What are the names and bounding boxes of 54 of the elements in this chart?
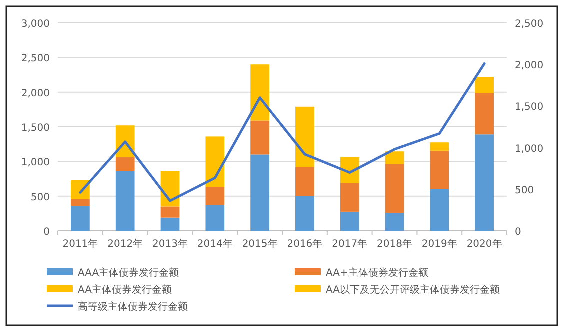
legend-label: AA+主体债券发行金额: [326, 267, 428, 279]
legend-label: AAA主体债券发行金额: [78, 267, 180, 279]
bar: [385, 212, 404, 231]
bar: [250, 154, 270, 231]
bar: [206, 205, 225, 231]
y-tick-label: 1,500: [21, 123, 50, 134]
y2-tick-label: 0: [515, 227, 522, 238]
x-tick-label: 2011年: [62, 238, 98, 250]
x-tick-label: 2013年: [152, 238, 188, 250]
y-tick-label: 500: [30, 192, 50, 204]
bar: [296, 106, 314, 168]
bar: [385, 152, 404, 164]
x-tick-label: 2015年: [242, 238, 278, 250]
y-tick-label: 0: [44, 227, 50, 238]
bar: [250, 120, 270, 155]
y-tick-label: 2,000: [21, 88, 50, 100]
bar: [475, 134, 494, 231]
bar: [250, 64, 270, 121]
x-tick-label: 2012年: [108, 238, 144, 250]
bar: [340, 183, 360, 212]
x-tick-label: 2018年: [377, 238, 412, 250]
legend-label: 高等级主体债券发行金额: [78, 301, 188, 313]
bar: [340, 212, 360, 231]
x-tick-label: 2019年: [422, 238, 458, 250]
legend-label: AA主体债券发行金额: [78, 284, 172, 296]
x-tick-label: 2016年: [287, 238, 323, 250]
bar: [385, 164, 404, 213]
x-tick-label: 2020年: [466, 238, 502, 250]
x-tick-label: 2014年: [197, 238, 233, 250]
bar: [475, 77, 494, 94]
bar: [160, 206, 180, 218]
y2-tick-label: 1,500: [515, 102, 544, 114]
x-tick-label: 2017年: [332, 238, 368, 250]
y2-tick-label: 2,500: [515, 19, 544, 30]
bar: [296, 167, 314, 196]
y2-tick-label: 500: [515, 185, 534, 196]
bar: [71, 206, 90, 231]
legend-label: AA以下及无公开评级主体债券发行金额: [326, 284, 500, 296]
bar: [430, 189, 450, 231]
bar: [71, 199, 90, 206]
bar: [430, 150, 450, 190]
bar: [160, 218, 180, 231]
bar: [206, 136, 225, 188]
bar: [206, 187, 225, 206]
bar: [116, 171, 135, 231]
y-tick-label: 1,000: [21, 158, 50, 169]
bar: [475, 93, 494, 135]
y-tick-label: 3,000: [21, 19, 50, 30]
y2-tick-label: 1,000: [515, 144, 544, 155]
y2-tick-label: 2,000: [515, 60, 544, 72]
bar: [296, 196, 314, 231]
y-tick-label: 2,500: [21, 54, 50, 65]
bar: [430, 142, 450, 151]
bar: [116, 158, 135, 172]
